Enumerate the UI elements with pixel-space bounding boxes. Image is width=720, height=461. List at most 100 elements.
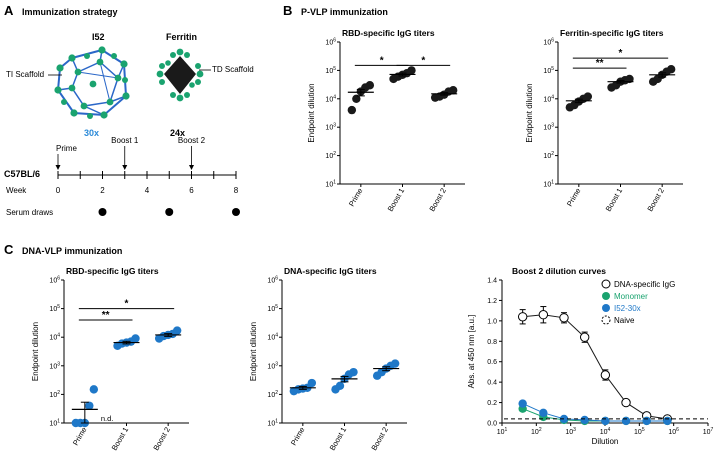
y-tick-label: 105: [543, 66, 554, 75]
legend-label: DNA-specific IgG: [614, 280, 675, 289]
x-tick-label: Prime: [289, 426, 307, 447]
data-point: [601, 416, 610, 426]
data-point: [538, 310, 549, 320]
data-point: [307, 378, 317, 388]
y-tick-label: 102: [543, 151, 554, 160]
data-point: [559, 414, 569, 424]
week-tick-label: 4: [145, 186, 150, 195]
legend-label: I52-30x: [614, 304, 641, 313]
y-tick-label: 106: [325, 38, 336, 47]
x-tick-label: Boost 1: [604, 187, 625, 214]
i52-valency: 30x: [84, 128, 99, 138]
panel-c: C DNA-VLP immunization RBD-specific IgG …: [4, 242, 714, 452]
data-point: [666, 65, 676, 74]
y-tick-label: 0.4: [487, 380, 497, 387]
y-tick-label: 1.2: [487, 298, 497, 305]
data-point: [579, 332, 590, 342]
serum-draw-dot: [98, 208, 107, 216]
ferritin-valency: 24x: [170, 128, 185, 138]
y-tick-label: 0.8: [487, 339, 497, 346]
week-tick-label: 6: [189, 186, 194, 195]
chart-dna-dnavlp: DNA-specific IgG titers Endpoint dilution…: [249, 266, 407, 452]
data-point: [621, 416, 631, 426]
week-tick-label: 8: [234, 186, 239, 195]
significance-label: **: [596, 58, 604, 69]
week-tick-label: 2: [100, 186, 105, 195]
chart-title: RBD-specific IgG titers: [66, 266, 159, 276]
chart-annotation: n.d.: [101, 414, 114, 423]
event-label: Boost 1: [111, 136, 139, 145]
y-axis-label: Abs. at 450 nm [a.u.]: [467, 315, 476, 389]
y-axis-label: Endpoint dilution: [31, 322, 40, 381]
event-label: Prime: [56, 144, 77, 153]
data-point: [85, 401, 94, 410]
y-tick-label: 103: [325, 123, 336, 132]
data-point: [365, 81, 375, 90]
i52-name: I52: [92, 32, 105, 42]
y-tick-label: 102: [325, 151, 336, 160]
event-arrow-head: [55, 165, 61, 170]
significance-label: *: [421, 55, 425, 66]
y-tick-label: 101: [49, 419, 60, 428]
y-tick-label: 1.0: [487, 318, 497, 325]
data-point: [642, 416, 651, 426]
y-tick-label: 104: [49, 333, 60, 342]
panel-letter-c: C: [4, 242, 14, 257]
x-tick-label: 101: [497, 427, 508, 436]
x-tick-label: Boost 2: [427, 187, 448, 214]
significance-label: *: [619, 48, 623, 59]
y-tick-label: 1.4: [487, 278, 497, 285]
event-arrow-head: [122, 165, 128, 170]
panel-letter-a: A: [4, 3, 14, 18]
series-line: [522, 314, 668, 420]
y-tick-label: 103: [267, 361, 278, 370]
y-tick-label: 101: [543, 180, 554, 189]
data-point: [131, 334, 140, 343]
serum-draw-dot: [232, 208, 240, 216]
data-point: [559, 313, 569, 323]
x-tick-label: Prime: [565, 187, 583, 208]
x-tick-label: Boost 2: [645, 187, 666, 214]
chart-title: Boost 2 dilution curves: [512, 266, 606, 276]
x-tick-label: 103: [565, 427, 576, 436]
x-tick-label: Prime: [347, 187, 365, 208]
data-point: [407, 66, 416, 75]
x-tick-label: Boost 1: [328, 426, 349, 453]
panel-a-title: Immunization strategy: [22, 7, 118, 17]
event-label: Boost 2: [178, 136, 206, 145]
data-point: [347, 105, 357, 115]
ti-scaffold-label: TI Scaffold: [6, 70, 44, 79]
data-point: [349, 367, 358, 377]
data-point: [448, 86, 458, 95]
data-point: [352, 94, 361, 104]
x-tick-label: Boost 2: [369, 426, 390, 453]
y-tick-label: 103: [543, 123, 554, 132]
chart-title: DNA-specific IgG titers: [284, 266, 377, 276]
x-tick-label: Boost 1: [110, 426, 131, 453]
data-point: [172, 326, 182, 335]
week-tick-label: 0: [56, 186, 61, 195]
event-arrow-head: [189, 165, 194, 170]
data-point: [580, 415, 589, 425]
y-tick-label: 104: [543, 94, 554, 103]
chart-title: RBD-specific IgG titers: [342, 28, 435, 38]
x-tick-label: 106: [668, 427, 679, 436]
y-tick-label: 101: [267, 419, 278, 428]
chart-ferritin-pvlp: Ferritin-specific IgG titers Endpoint dil…: [525, 28, 683, 213]
td-scaffold-label: TD Scaffold: [212, 65, 254, 74]
data-point: [335, 381, 345, 390]
data-point: [539, 408, 548, 417]
y-tick-label: 106: [267, 276, 278, 285]
ferritin-name: Ferritin: [166, 32, 197, 42]
panel-b: B P-VLP immunization RBD-specific IgG ti…: [283, 3, 683, 213]
legend-label: Naive: [614, 316, 635, 325]
y-tick-label: 0.2: [487, 400, 497, 407]
panel-c-title: DNA-VLP immunization: [22, 246, 122, 256]
x-tick-label: 107: [703, 427, 714, 436]
immunization-timeline: C57BL/6 Week Serum draws 0 2 4 6 8 Prime Boost…: [4, 136, 240, 217]
panel-letter-b: B: [283, 3, 292, 18]
serum-draw-dot: [165, 208, 174, 216]
chart-title: Ferritin-specific IgG titers: [560, 28, 664, 38]
y-tick-label: 101: [325, 180, 336, 189]
chart-rbd-dnavlp: RBD-specific IgG titers Endpoint dilution…: [31, 266, 189, 452]
